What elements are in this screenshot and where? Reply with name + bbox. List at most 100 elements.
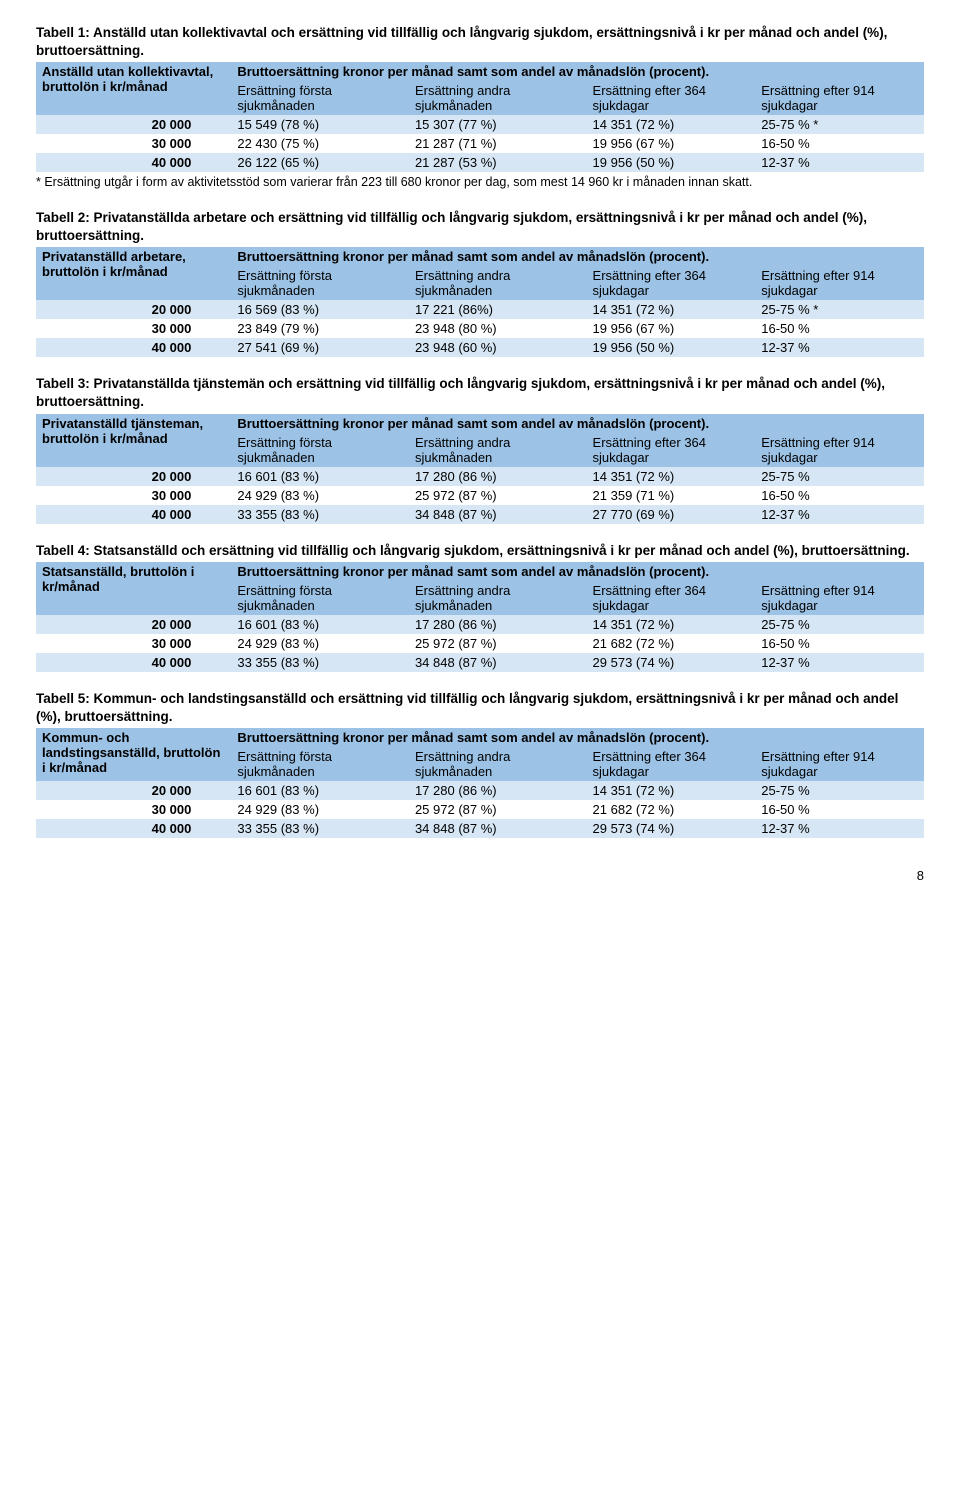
table-row: 20 00016 601 (83 %)17 280 (86 %)14 351 (… [36, 781, 924, 800]
row-value-cell: 15 549 (78 %) [231, 115, 409, 134]
row-value-cell: 33 355 (83 %) [231, 819, 409, 838]
table-caption: Tabell 4: Statsanställd och ersättning v… [36, 542, 924, 560]
row-value-cell: 21 359 (71 %) [587, 486, 756, 505]
row-value-cell: 15 307 (77 %) [409, 115, 587, 134]
row-label-cell: 40 000 [36, 819, 231, 838]
table-row: 30 00024 929 (83 %)25 972 (87 %)21 682 (… [36, 634, 924, 653]
table-subheader: Ersättning första sjukmånaden [231, 266, 409, 300]
table-subheader: Ersättning andra sjukmånaden [409, 581, 587, 615]
table-row: 40 00027 541 (69 %)23 948 (60 %)19 956 (… [36, 338, 924, 357]
table-subheader: Ersättning efter 364 sjukdagar [587, 747, 756, 781]
row-value-cell: 14 351 (72 %) [587, 615, 756, 634]
row-label-cell: 30 000 [36, 800, 231, 819]
row-value-cell: 16-50 % [755, 319, 924, 338]
row-label-cell: 20 000 [36, 300, 231, 319]
row-value-cell: 12-37 % [755, 819, 924, 838]
row-value-cell: 25 972 (87 %) [409, 486, 587, 505]
row-label-cell: 20 000 [36, 115, 231, 134]
table-block-4: Tabell 4: Statsanställd och ersättning v… [36, 542, 924, 672]
row-value-cell: 27 770 (69 %) [587, 505, 756, 524]
table-subheader: Ersättning andra sjukmånaden [409, 433, 587, 467]
data-table: Privatanställd tjänsteman, bruttolön i k… [36, 414, 924, 524]
row-value-cell: 14 351 (72 %) [587, 300, 756, 319]
table-subheader: Ersättning efter 914 sjukdagar [755, 747, 924, 781]
row-label-cell: 30 000 [36, 319, 231, 338]
row-value-cell: 29 573 (74 %) [587, 653, 756, 672]
table-span-header: Bruttoersättning kronor per månad samt s… [231, 62, 924, 81]
table-row: 40 00033 355 (83 %)34 848 (87 %)29 573 (… [36, 653, 924, 672]
tables-container: Tabell 1: Anställd utan kollektivavtal o… [36, 24, 924, 838]
row-value-cell: 34 848 (87 %) [409, 505, 587, 524]
table-subheader: Ersättning första sjukmånaden [231, 433, 409, 467]
table-subheader: Ersättning efter 914 sjukdagar [755, 433, 924, 467]
table-row: 20 00016 569 (83 %)17 221 (86%)14 351 (7… [36, 300, 924, 319]
row-value-cell: 33 355 (83 %) [231, 653, 409, 672]
row-value-cell: 25-75 % [755, 467, 924, 486]
row-value-cell: 14 351 (72 %) [587, 467, 756, 486]
table-block-2: Tabell 2: Privatanställda arbetare och e… [36, 209, 924, 357]
row-value-cell: 17 221 (86%) [409, 300, 587, 319]
table-caption: Tabell 5: Kommun- och landstingsanställd… [36, 690, 924, 726]
row-value-cell: 25-75 % * [755, 300, 924, 319]
row-value-cell: 24 929 (83 %) [231, 486, 409, 505]
table-row: 20 00016 601 (83 %)17 280 (86 %)14 351 (… [36, 615, 924, 634]
row-label-cell: 20 000 [36, 781, 231, 800]
table-subheader: Ersättning efter 364 sjukdagar [587, 266, 756, 300]
row-value-cell: 19 956 (50 %) [587, 338, 756, 357]
row-value-cell: 17 280 (86 %) [409, 615, 587, 634]
table-subheader: Ersättning efter 914 sjukdagar [755, 81, 924, 115]
row-label-cell: 20 000 [36, 467, 231, 486]
row-value-cell: 29 573 (74 %) [587, 819, 756, 838]
row-value-cell: 27 541 (69 %) [231, 338, 409, 357]
table-span-header: Bruttoersättning kronor per månad samt s… [231, 562, 924, 581]
row-value-cell: 16-50 % [755, 634, 924, 653]
row-value-cell: 33 355 (83 %) [231, 505, 409, 524]
table-row: 30 00024 929 (83 %)25 972 (87 %)21 359 (… [36, 486, 924, 505]
table-subheader: Ersättning efter 914 sjukdagar [755, 581, 924, 615]
table-span-header: Bruttoersättning kronor per månad samt s… [231, 247, 924, 266]
row-value-cell: 19 956 (67 %) [587, 319, 756, 338]
row-value-cell: 24 929 (83 %) [231, 800, 409, 819]
table-block-1: Tabell 1: Anställd utan kollektivavtal o… [36, 24, 924, 191]
row-value-cell: 34 848 (87 %) [409, 653, 587, 672]
row-value-cell: 16 601 (83 %) [231, 615, 409, 634]
row-value-cell: 16-50 % [755, 486, 924, 505]
row-value-cell: 24 929 (83 %) [231, 634, 409, 653]
table-row-header: Statsanställd, bruttolön i kr/månad [36, 562, 231, 615]
table-subheader: Ersättning efter 364 sjukdagar [587, 581, 756, 615]
table-row: 20 00016 601 (83 %)17 280 (86 %)14 351 (… [36, 467, 924, 486]
table-subheader: Ersättning första sjukmånaden [231, 747, 409, 781]
row-value-cell: 12-37 % [755, 153, 924, 172]
table-row-header: Privatanställd arbetare, bruttolön i kr/… [36, 247, 231, 300]
row-value-cell: 22 430 (75 %) [231, 134, 409, 153]
row-value-cell: 25 972 (87 %) [409, 634, 587, 653]
table-caption: Tabell 3: Privatanställda tjänstemän och… [36, 375, 924, 411]
row-label-cell: 40 000 [36, 505, 231, 524]
table-subheader: Ersättning andra sjukmånaden [409, 81, 587, 115]
row-value-cell: 14 351 (72 %) [587, 115, 756, 134]
data-table: Anställd utan kollektivavtal, bruttolön … [36, 62, 924, 172]
table-subheader: Ersättning efter 914 sjukdagar [755, 266, 924, 300]
row-value-cell: 21 287 (71 %) [409, 134, 587, 153]
table-row: 30 00024 929 (83 %)25 972 (87 %)21 682 (… [36, 800, 924, 819]
row-label-cell: 40 000 [36, 153, 231, 172]
row-value-cell: 16 601 (83 %) [231, 781, 409, 800]
table-span-header: Bruttoersättning kronor per månad samt s… [231, 414, 924, 433]
table-span-header: Bruttoersättning kronor per månad samt s… [231, 728, 924, 747]
row-value-cell: 25-75 % * [755, 115, 924, 134]
row-value-cell: 12-37 % [755, 338, 924, 357]
row-value-cell: 16-50 % [755, 134, 924, 153]
row-value-cell: 12-37 % [755, 653, 924, 672]
row-label-cell: 40 000 [36, 338, 231, 357]
row-value-cell: 26 122 (65 %) [231, 153, 409, 172]
row-value-cell: 25-75 % [755, 781, 924, 800]
row-label-cell: 20 000 [36, 615, 231, 634]
table-block-3: Tabell 3: Privatanställda tjänstemän och… [36, 375, 924, 523]
row-label-cell: 40 000 [36, 653, 231, 672]
data-table: Kommun- och landstingsanställd, bruttolö… [36, 728, 924, 838]
row-value-cell: 17 280 (86 %) [409, 467, 587, 486]
row-value-cell: 21 287 (53 %) [409, 153, 587, 172]
row-value-cell: 19 956 (50 %) [587, 153, 756, 172]
row-value-cell: 16 601 (83 %) [231, 467, 409, 486]
table-subheader: Ersättning första sjukmånaden [231, 81, 409, 115]
